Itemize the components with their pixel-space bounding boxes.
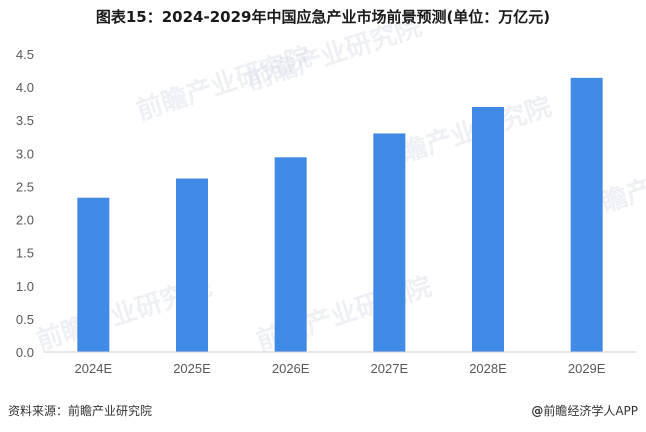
bar bbox=[570, 77, 603, 352]
y-axis: 0.0 0.5 1.0 1.5 2.0 2.5 3.0 3.5 4.0 4.5 bbox=[16, 47, 34, 360]
y-tick-label: 1.0 bbox=[16, 279, 34, 294]
y-tick-label: 3.0 bbox=[16, 146, 34, 161]
bar bbox=[274, 157, 307, 352]
y-tick-label: 3.5 bbox=[16, 113, 34, 128]
x-tick-label: 2028E bbox=[469, 361, 507, 376]
brand-text: 前瞻经济学人APP bbox=[543, 404, 638, 418]
y-tick-label: 4.0 bbox=[16, 80, 34, 95]
y-tick-label: 4.5 bbox=[16, 47, 34, 62]
y-tick-label: 0.5 bbox=[16, 312, 34, 327]
x-tick-label: 2024E bbox=[75, 361, 113, 376]
x-axis: 2024E 2025E 2026E 2027E 2028E 2029E bbox=[75, 361, 606, 376]
bars bbox=[77, 77, 603, 352]
chart-title: 图表15：2024-2029年中国应急产业市场前景预测(单位：万亿元) bbox=[95, 8, 551, 26]
brand-logo: @前瞻经济学人APP bbox=[531, 402, 638, 419]
watermark-layer: 前瞻产业研究院 前瞻产业研究院前瞻产业研究院前瞻产业研究院前瞻产业研究院前瞻产业研… bbox=[33, 11, 646, 357]
y-tick-label: 1.5 bbox=[16, 246, 34, 261]
bar bbox=[373, 133, 406, 352]
x-tick-label: 2027E bbox=[371, 361, 409, 376]
bar bbox=[176, 178, 208, 352]
at-icon: @ bbox=[531, 404, 544, 418]
x-tick-label: 2029E bbox=[568, 361, 606, 376]
x-tick-label: 2026E bbox=[272, 361, 310, 376]
y-tick-label: 2.0 bbox=[16, 213, 34, 228]
bar bbox=[77, 197, 110, 352]
y-tick-label: 2.5 bbox=[16, 179, 34, 194]
x-tick-label: 2025E bbox=[173, 361, 211, 376]
bar bbox=[472, 106, 504, 352]
y-tick-label: 0.0 bbox=[16, 345, 34, 360]
source-note: 资料来源：前瞻产业研究院 bbox=[8, 404, 153, 418]
